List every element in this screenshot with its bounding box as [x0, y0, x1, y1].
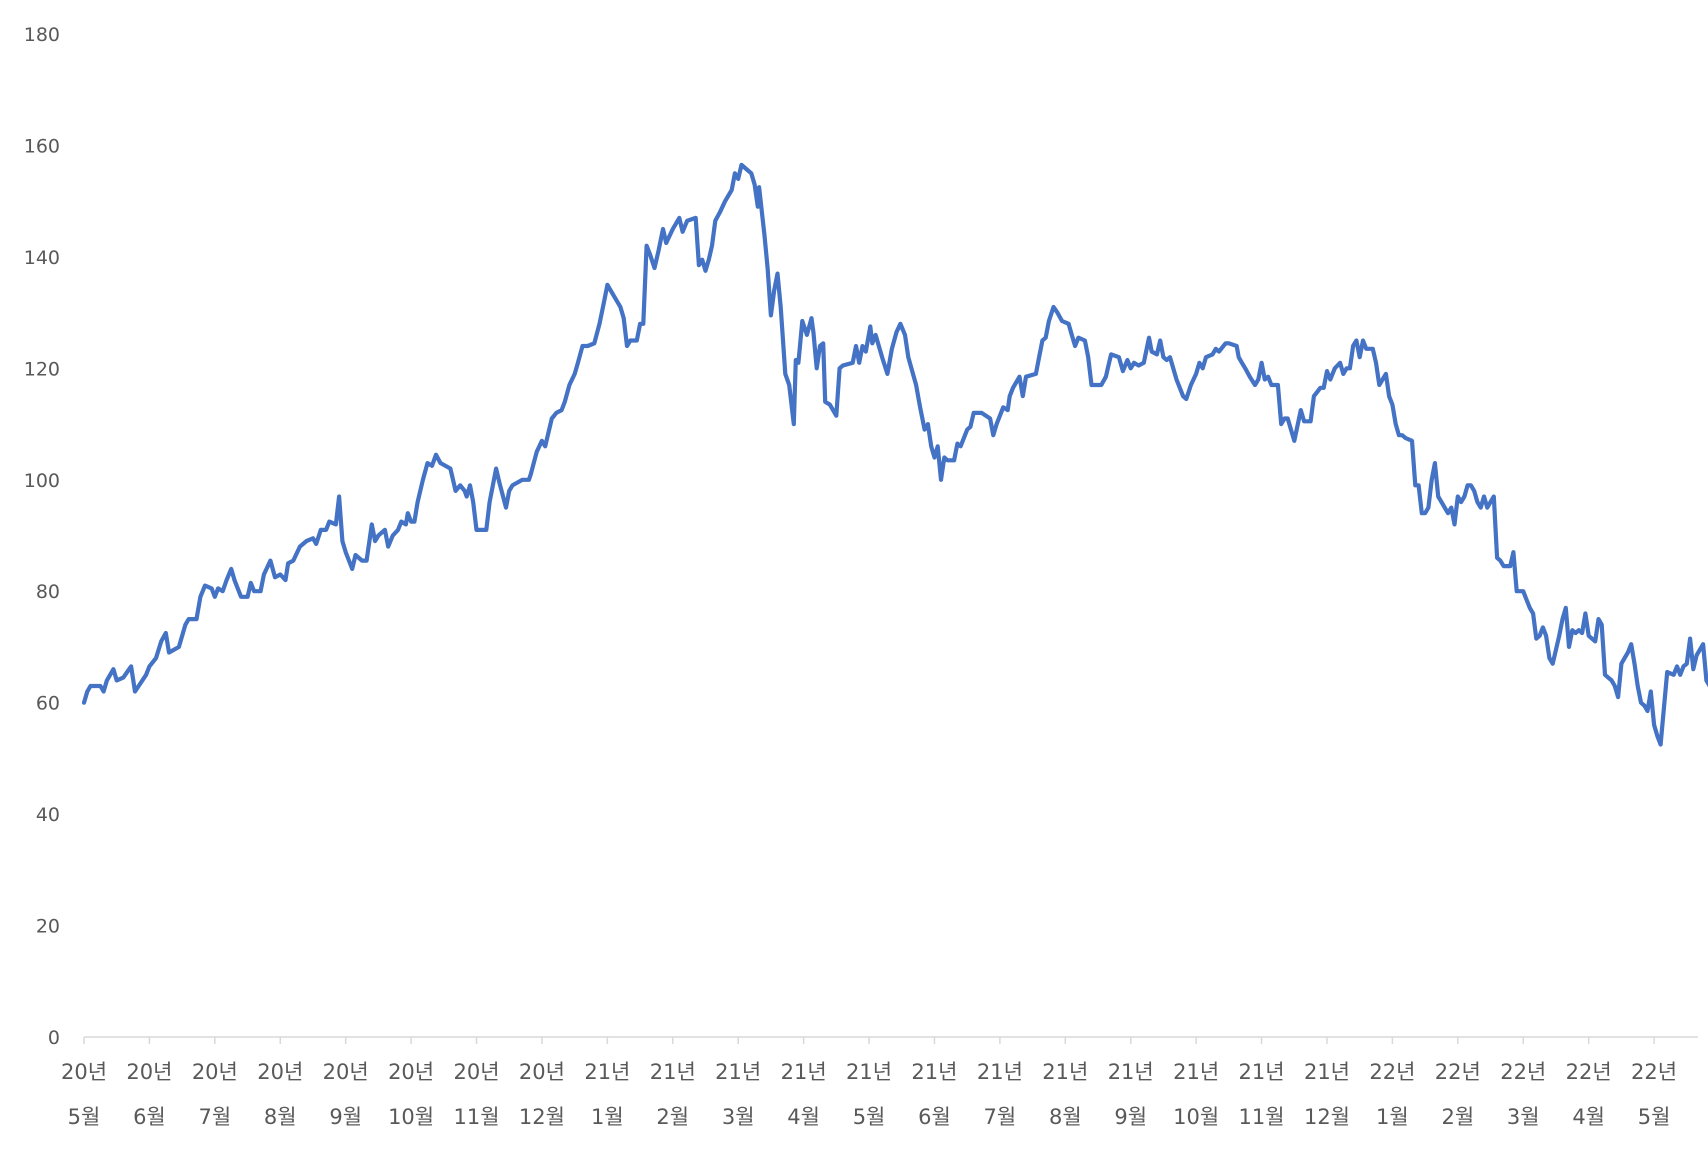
x-tick-label-month: 12월 — [1304, 1105, 1350, 1129]
x-tick-label-month: 2월 — [656, 1105, 689, 1129]
x-tick-label-year: 21년 — [1173, 1060, 1219, 1084]
x-tick-label-year: 21년 — [650, 1060, 696, 1084]
x-tick-label-month: 1월 — [1376, 1105, 1409, 1129]
x-tick-label-month: 4월 — [1572, 1105, 1605, 1129]
y-tick-label: 20 — [36, 916, 60, 938]
y-tick-label: 0 — [48, 1027, 60, 1049]
x-tick-label-month: 4월 — [787, 1105, 820, 1129]
x-tick-label-year: 21년 — [846, 1060, 892, 1084]
y-tick-label: 40 — [36, 804, 60, 826]
x-tick-label-year: 21년 — [977, 1060, 1023, 1084]
x-tick-label-month: 11월 — [453, 1105, 499, 1129]
x-tick-label-year: 21년 — [1042, 1060, 1088, 1084]
x-tick-label-month: 1월 — [591, 1105, 624, 1129]
x-tick-label-year: 20년 — [61, 1060, 107, 1084]
y-tick-label: 160 — [24, 135, 60, 157]
x-tick-label-month: 5월 — [853, 1105, 886, 1129]
y-tick-label: 180 — [24, 24, 60, 46]
x-tick-label-month: 12월 — [519, 1105, 565, 1129]
x-tick-label-year: 20년 — [453, 1060, 499, 1084]
x-tick-label-month: 9월 — [1114, 1105, 1147, 1129]
y-tick-label: 60 — [36, 693, 60, 715]
x-tick-label-month: 9월 — [329, 1105, 362, 1129]
x-tick-label-year: 22년 — [1435, 1060, 1481, 1084]
y-axis-tick-labels: 0 20 40 60 80 100 120 140 160 180 — [24, 24, 60, 1049]
y-tick-label: 120 — [24, 358, 60, 380]
x-tick-label-month: 10월 — [388, 1105, 434, 1129]
x-axis-ticks: 20년 5월 20년 6월 20년 7월 20년 8월 20년 9월 20년 10월 20년 11월 20년… — [61, 1037, 1677, 1129]
x-tick-label-month: 5월 — [68, 1105, 101, 1129]
x-tick-label-month: 7월 — [198, 1105, 231, 1129]
x-tick-label-year: 22년 — [1369, 1060, 1415, 1084]
x-tick-label-year: 21년 — [1239, 1060, 1285, 1084]
x-tick-label-year: 21년 — [1304, 1060, 1350, 1084]
x-tick-label-month: 8월 — [1049, 1105, 1082, 1129]
x-tick-label-month: 3월 — [1507, 1105, 1540, 1129]
x-tick-label-month: 6월 — [133, 1105, 166, 1129]
x-tick-label-month: 10월 — [1173, 1105, 1219, 1129]
x-tick-label-year: 21년 — [715, 1060, 761, 1084]
x-tick-label-year: 21년 — [1108, 1060, 1154, 1084]
x-tick-label-year: 20년 — [257, 1060, 303, 1084]
y-tick-label: 140 — [24, 247, 60, 269]
x-tick-label-month: 2월 — [1441, 1105, 1474, 1129]
x-tick-label-year: 22년 — [1631, 1060, 1677, 1084]
x-tick-label-year: 21년 — [781, 1060, 827, 1084]
x-tick-label-year: 22년 — [1566, 1060, 1612, 1084]
price-line-series — [81, 162, 1708, 747]
x-tick-label-month: 3월 — [722, 1105, 755, 1129]
x-tick-label-year: 20년 — [323, 1060, 369, 1084]
x-tick-label-year: 21년 — [911, 1060, 957, 1084]
x-tick-label-year: 22년 — [1500, 1060, 1546, 1084]
x-tick-label-year: 21년 — [584, 1060, 630, 1084]
x-tick-label-year: 20년 — [126, 1060, 172, 1084]
x-tick-label-year: 20년 — [192, 1060, 238, 1084]
x-tick-label-month: 5월 — [1638, 1105, 1671, 1129]
x-tick-label-month: 8월 — [264, 1105, 297, 1129]
x-tick-label-year: 20년 — [388, 1060, 434, 1084]
x-tick-label-month: 11월 — [1239, 1105, 1285, 1129]
y-tick-label: 100 — [24, 470, 60, 492]
y-tick-label: 80 — [36, 581, 60, 603]
x-tick-label-year: 20년 — [519, 1060, 565, 1084]
x-tick-label-month: 7월 — [984, 1105, 1017, 1129]
x-tick-label-month: 6월 — [918, 1105, 951, 1129]
